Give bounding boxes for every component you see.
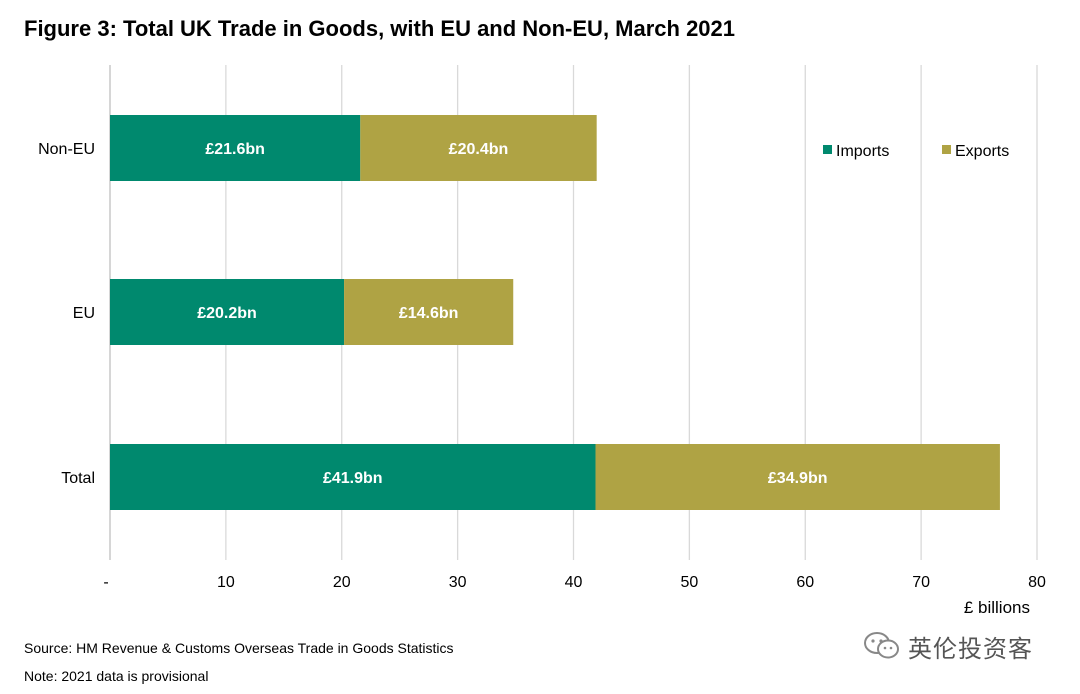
data-label: £14.6bn — [399, 305, 459, 322]
data-label: £21.6bn — [205, 141, 265, 158]
legend-swatch-imports — [823, 145, 832, 154]
wechat-icon — [864, 632, 899, 659]
x-tick-label: - — [103, 574, 108, 591]
category-label: Non-EU — [38, 141, 95, 158]
x-tick-label: 10 — [217, 574, 235, 591]
data-label: £34.9bn — [768, 470, 828, 487]
data-label: £20.4bn — [449, 141, 509, 158]
source-note: Source: HM Revenue & Customs Overseas Tr… — [24, 640, 454, 656]
x-tick-label: 40 — [565, 574, 583, 591]
x-tick-label: 60 — [796, 574, 814, 591]
x-tick-label: 70 — [912, 574, 930, 591]
bar-exports — [595, 444, 1000, 510]
category-label: EU — [73, 305, 95, 322]
data-label: £20.2bn — [197, 305, 257, 322]
data-label: £41.9bn — [323, 470, 383, 487]
x-tick-label: 20 — [333, 574, 351, 591]
watermark-text: 英伦投资客 — [908, 635, 1033, 663]
bar-imports — [110, 444, 596, 510]
legend-label: Exports — [955, 143, 1009, 160]
x-axis-label: £ billions — [964, 598, 1030, 617]
legend-label: Imports — [836, 143, 889, 160]
x-tick-label: 30 — [449, 574, 467, 591]
legend-swatch-exports — [942, 145, 951, 154]
watermark: 英伦投资客 — [862, 628, 1033, 664]
bar-imports — [110, 115, 361, 181]
bar-exports — [344, 279, 514, 345]
bar-imports — [110, 279, 345, 345]
chart-title: Figure 3: Total UK Trade in Goods, with … — [24, 16, 736, 41]
x-tick-label: 80 — [1028, 574, 1046, 591]
x-tick-label: 50 — [680, 574, 698, 591]
category-label: Total — [61, 470, 95, 487]
bar-exports — [360, 115, 597, 181]
provisional-note: Note: 2021 data is provisional — [24, 668, 209, 684]
